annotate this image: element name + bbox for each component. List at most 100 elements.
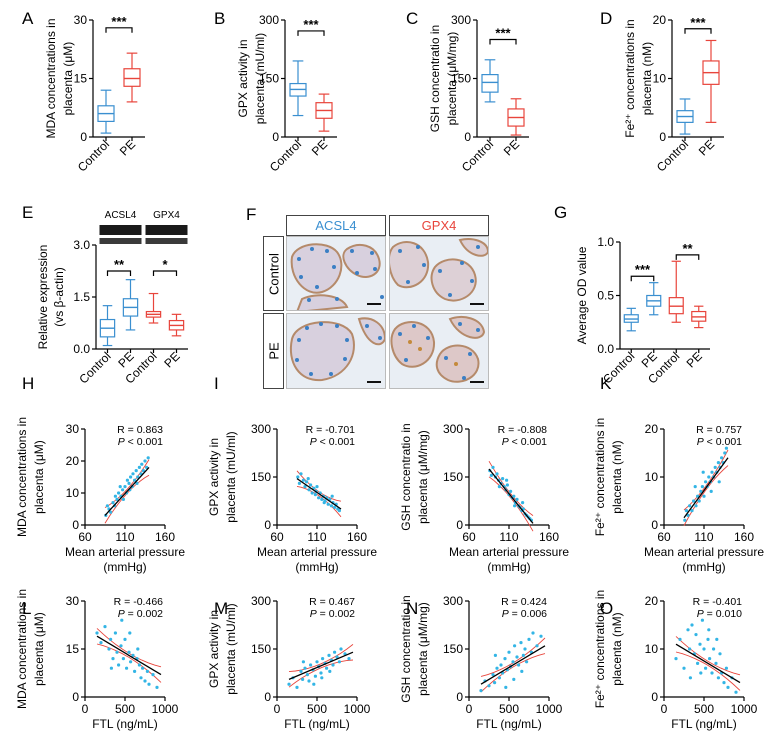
p-value: < 0.001 [125,436,163,448]
data-point [317,496,321,500]
x-tick-label: 160 [539,530,559,544]
data-point [155,685,159,690]
data-point [493,653,497,658]
y-tick-label: 0 [456,518,463,532]
data-point [296,475,300,479]
data-point [493,681,497,685]
bracket-line [630,275,655,282]
data-point [133,478,137,482]
y-tick-label: 20 [653,13,667,27]
panel-l: L 0 15 30 MDA concentrations in placenta (μM)… [15,589,179,731]
correlation-p: P = 0.010 [697,608,742,620]
p-value: = 0.010 [704,608,742,620]
data-point [525,660,529,664]
y-axis-label: MDA concentrations in [44,18,58,138]
data-point [307,488,311,492]
data-point [131,472,135,476]
data-point [301,478,305,482]
data-point [511,660,515,664]
panel-i: I 0 150 300 GPX activity in placenta (mU/ml) 6… [207,374,377,574]
significance-bracket: *** [630,262,655,282]
data-point [684,509,689,513]
y-tick-label: 0.5 [597,289,614,303]
blot-band-actin [145,238,188,244]
x-tick-label: 500 [694,702,714,716]
data-point [313,493,317,497]
significance-bracket: *** [684,15,712,34]
bracket-line [675,254,700,260]
x-tick-label: 0 [82,702,89,716]
data-point [307,679,311,683]
data-point [140,462,144,466]
p-italic: P [118,608,125,620]
micrograph-pe-acsl4-image [287,314,385,388]
blot-band-target [99,225,142,235]
y-tick-label: 10 [645,642,659,656]
data-point [303,666,307,670]
data-point [109,637,113,642]
regression-line [683,457,729,519]
data-point [688,676,693,680]
correlation-r: R = -0.466 [114,596,163,608]
data-point [134,469,138,473]
panel-m: M 0 150 300 GPX activity in placenta (mU/ml) 0… [207,594,371,731]
y-tick-label: 30 [66,594,80,608]
data-point [682,666,686,670]
y-tick-label: 20 [645,594,659,608]
p-value: = 0.002 [125,608,163,620]
data-point [120,618,124,622]
y-axis-label: placenta (mU/ml) [253,33,267,124]
significance-bracket: *** [297,17,325,36]
significance-stars: ** [114,257,125,272]
significance-stars: *** [111,14,127,29]
data-point [710,470,714,474]
panel-letter: B [214,9,225,28]
y-axis-label: GSH concentratio in [399,595,413,702]
data-point [107,647,111,651]
x-axis-label: Mean arterial pressure [65,545,185,559]
box-control [97,89,115,134]
box-pe [123,52,141,103]
y-tick-label: 0 [659,130,666,144]
data-point [115,497,119,501]
correlation-r: R = 0.757 [696,424,742,436]
y-axis-label: placenta (μM/mg) [445,32,459,126]
data-point [698,642,702,646]
box-control [99,305,116,347]
data-point [495,472,499,476]
data-point [712,647,716,651]
micrograph-control-acsl4-image [287,237,385,310]
data-point [694,633,698,637]
data-point [322,501,326,505]
data-point [724,446,729,450]
y-tick-label: 0 [464,130,471,144]
data-point [347,657,351,661]
box-control [145,292,162,324]
data-point [141,666,145,670]
correlation-p: P < 0.001 [502,436,547,448]
correlation-p: P < 0.001 [310,436,355,448]
data-point [315,485,319,489]
data-point [131,653,135,658]
significance-bracket: *** [489,26,517,45]
y-tick-label: 150 [443,470,463,484]
data-point [312,682,316,686]
y-axis-label: Fe²⁺ concentrations in [593,418,607,536]
data-point [328,669,332,674]
data-point [301,660,305,664]
data-point [331,663,335,667]
panel-letter: O [600,599,613,618]
y-tick-label: 0.0 [73,342,90,356]
data-point [699,671,703,675]
x-axis-label: Mean arterial pressure [449,545,569,559]
y-tick-label: 0 [72,518,79,532]
bracket-line [152,270,178,276]
data-point [309,483,313,487]
y-axis-label: Relative expression [36,245,50,350]
micrograph-pe-gpx4-image [390,314,488,388]
data-point [145,669,149,674]
data-point [717,480,721,484]
y-axis-label: (vs β-actin) [52,267,66,327]
y-axis-label: GPX activity in [236,39,250,117]
